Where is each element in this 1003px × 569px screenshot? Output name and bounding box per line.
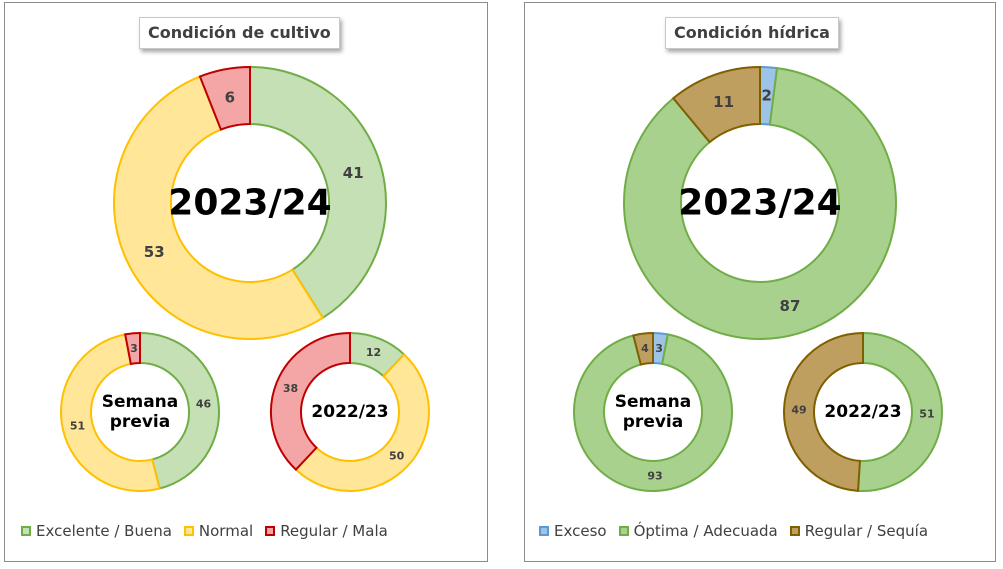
crop-condition-title: Condición de cultivo [139,17,340,49]
donut-segment-semana-previa-normal [60,333,161,492]
legend-swatch [618,526,629,536]
data-label-2023-24-regular-mala: 6 [225,88,235,106]
data-label-2023-24-optima-adecuada: 87 [780,297,801,315]
legend-label: Óptima / Adecuada [633,522,778,540]
data-label-2022-23-regular-mala: 38 [283,382,298,395]
legend-label: Regular / Mala [280,522,388,540]
data-label-2022-23-normal: 50 [389,449,405,462]
data-label-semana-previa-regular-sequia: 4 [641,342,649,355]
legend-item-regular-mala: Regular / Mala [265,522,388,540]
legend-swatch [21,526,31,536]
data-label-semana-previa-optima-adecuada: 93 [647,469,662,482]
data-label-semana-previa-excelente-buena: 46 [196,397,212,410]
donut-segment-2023-24-optima-adecuada [623,66,897,340]
legend-item-excelente-buena: Excelente / Buena [21,522,172,540]
legend-swatch [789,526,800,536]
data-label-semana-previa-exceso: 3 [655,342,663,355]
donut-segment-2022-23-regular-mala [270,331,351,472]
data-label-2023-24-normal: 53 [144,243,165,261]
data-label-2022-23-regular-sequia: 49 [791,403,806,416]
donut-segment-2023-24-excelente-buena [249,65,387,320]
legend-item-regular-sequia: Regular / Sequía [789,522,929,540]
center-label-semana-previa: Semana [615,392,692,412]
donut-segment-2022-23-regular-sequia [783,331,864,492]
data-label-semana-previa-normal: 51 [70,419,85,432]
center-label-2022-23: 2022/23 [311,402,388,422]
data-label-2022-23-excelente-buena: 12 [366,346,381,359]
donut-segment-2023-24-regular-mala [198,65,251,131]
legend-swatch [265,526,276,536]
center-label-semana-previa: previa [623,412,683,432]
center-label-semana-previa: Semana [102,392,179,412]
donut-segment-2022-23-normal [294,352,430,492]
legend-label: Exceso [554,522,607,540]
donut-segment-2023-24-normal [113,75,325,340]
data-label-2023-24-excelente-buena: 41 [343,164,364,182]
legend-item-normal: Normal [183,522,254,540]
data-label-semana-previa-regular-mala: 3 [130,342,138,355]
legend-item-optima-adecuada: Óptima / Adecuada [618,522,778,540]
legend-item-exceso: Exceso [539,522,607,540]
legend-swatch [183,526,194,536]
center-label-semana-previa: previa [110,412,170,432]
data-label-2022-23-optima-adecuada: 51 [919,408,934,421]
legend-label: Regular / Sequía [804,522,929,540]
donut-segment-semana-previa-excelente-buena [139,331,220,490]
donut-segment-2022-23-optima-adecuada [856,331,943,492]
legend-swatch [539,526,549,536]
donut-segment-2023-24-regular-sequia [671,65,761,144]
water-condition-legend: Exceso Óptima / Adecuada Regular / Sequí… [539,519,940,543]
legend-label: Excelente / Buena [36,522,172,540]
water-condition-panel: 2 87 11 2023/24 3 93 4 Semana previa 51 49 2022/23 … [524,2,996,562]
donut-segment-semana-previa-regular-mala [124,331,141,366]
crop-condition-legend: Excelente / Buena Normal Regular / Mala [21,519,400,543]
crop-condition-panel: 41 53 6 2023/24 46 51 3 Semana previa 12 50 38 2022/… [4,2,488,562]
donut-segment-semana-previa-regular-sequia [632,331,654,366]
water-condition-title: Condición hídrica [665,17,839,49]
center-label-2022-23: 2022/23 [824,402,901,422]
legend-label: Normal [198,522,254,540]
center-label-2023-24: 2023/24 [678,183,841,224]
donut-segment-semana-previa-optima-adecuada [573,333,733,492]
data-label-2023-24-regular-sequia: 11 [713,93,734,111]
center-label-2023-24: 2023/24 [168,183,331,224]
data-label-2023-24-exceso: 2 [762,87,772,105]
